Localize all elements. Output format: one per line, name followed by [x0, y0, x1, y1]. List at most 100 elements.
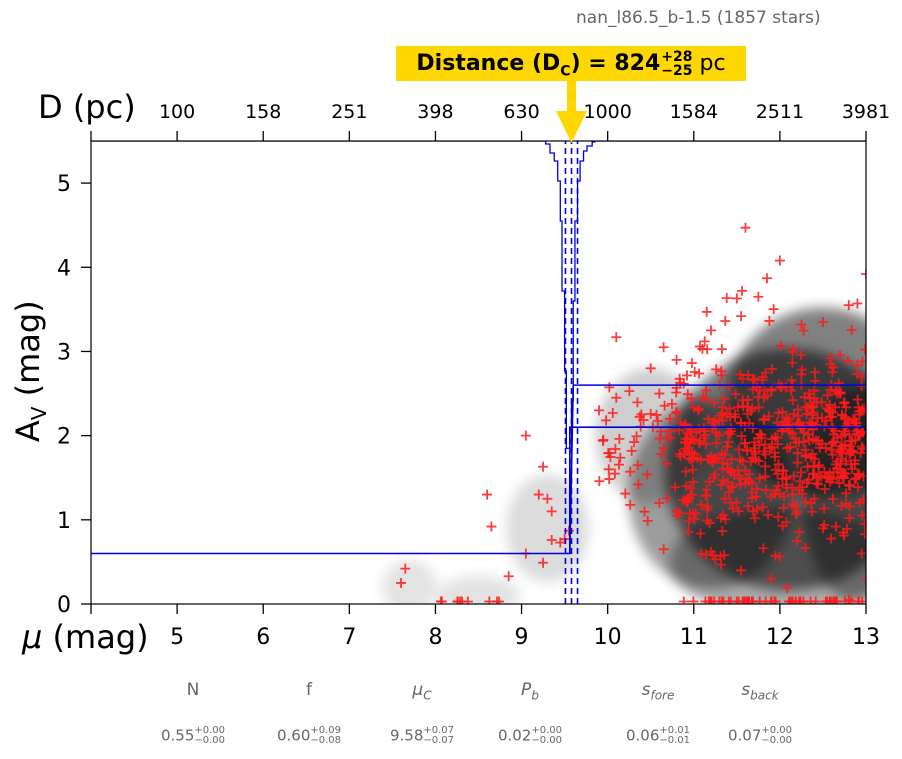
star-marker: [625, 499, 636, 510]
star-marker: [728, 481, 739, 492]
star-marker: [801, 477, 812, 488]
star-marker: [763, 411, 774, 422]
star-marker: [594, 405, 605, 416]
star-marker: [787, 499, 798, 510]
star-marker: [756, 429, 767, 440]
star-marker: [758, 543, 769, 554]
star-marker: [799, 392, 810, 403]
y-tick-label: 5: [57, 172, 71, 197]
star-marker: [679, 437, 690, 448]
star-marker: [396, 577, 406, 588]
top-axis: 100 158 251 398 630 1000 1584 2511 3981: [90, 101, 890, 141]
star-marker: [797, 482, 808, 493]
banner-unit: pc: [692, 51, 726, 76]
star-marker: [700, 490, 711, 501]
star-marker: [760, 471, 771, 482]
star-marker: [857, 427, 866, 438]
param-name: f: [306, 680, 312, 700]
star-marker: [720, 315, 731, 326]
star-marker: [852, 394, 863, 405]
star-marker: [486, 521, 497, 532]
star-marker: [854, 406, 865, 417]
star-marker: [730, 389, 741, 400]
star-marker: [721, 409, 732, 420]
star-marker: [839, 397, 850, 408]
star-marker: [826, 444, 837, 455]
star-marker: [658, 443, 669, 454]
star-marker: [795, 349, 806, 360]
banner-lower-error: −25: [661, 63, 693, 79]
star-marker: [686, 454, 697, 465]
star-marker: [717, 463, 728, 474]
star-marker: [819, 520, 830, 531]
star-marker: [716, 479, 727, 490]
star-marker: [680, 466, 691, 477]
star-marker: [710, 554, 721, 565]
star-marker: [678, 596, 689, 604]
param-name: μC: [412, 680, 432, 703]
star-marker: [767, 364, 778, 375]
star-marker: [726, 482, 737, 493]
star-marker: [610, 443, 621, 454]
star-marker: [828, 362, 839, 373]
star-marker: [753, 402, 764, 413]
distance-arrow: [556, 81, 587, 143]
star-marker: [827, 367, 838, 378]
star-marker: [773, 511, 784, 522]
star-marker: [713, 415, 724, 426]
model-step-lower: [91, 426, 866, 555]
star-marker: [840, 488, 851, 499]
x-tick-label: 5: [170, 625, 184, 650]
star-marker: [688, 596, 699, 604]
star-marker: [747, 375, 758, 386]
top-tick-label: 1000: [583, 101, 631, 123]
star-marker: [748, 506, 759, 517]
x-axis-label-text: (mag): [42, 618, 149, 656]
x-tick-label: 12: [766, 625, 794, 650]
star-marker: [797, 421, 808, 432]
star-marker: [689, 514, 700, 525]
star-marker: [726, 454, 737, 465]
star-marker: [781, 473, 792, 484]
star-marker: [844, 513, 855, 524]
star-marker: [779, 491, 790, 502]
y-tick-label: 2: [57, 425, 71, 450]
star-marker: [796, 319, 807, 330]
star-marker: [594, 476, 605, 487]
star-marker: [856, 548, 866, 559]
star-marker: [787, 357, 798, 368]
param-value: 9.58+0.07 −0.07: [389, 725, 455, 746]
star-marker: [708, 398, 719, 409]
star-marker: [688, 402, 699, 413]
star-marker: [846, 596, 857, 604]
star-marker: [754, 473, 765, 484]
star-marker: [860, 344, 866, 355]
star-marker: [782, 582, 793, 593]
y-tick-label: 1: [57, 509, 71, 534]
star-marker: [615, 452, 626, 463]
star-marker: [683, 516, 694, 527]
star-marker: [800, 497, 811, 508]
star-marker: [795, 476, 806, 487]
star-marker: [832, 456, 843, 467]
star-marker: [830, 521, 841, 532]
star-marker: [688, 477, 699, 488]
x-tick-label: 8: [428, 625, 442, 650]
star-marker: [698, 392, 709, 403]
star-marker: [725, 497, 736, 508]
star-marker: [645, 408, 656, 419]
star-marker: [792, 506, 803, 517]
star-marker: [491, 596, 502, 604]
star-marker: [858, 471, 866, 482]
star-marker: [768, 304, 779, 315]
param-name: sfore: [641, 680, 675, 703]
param-value: 0.55+0.00 −0.00: [160, 725, 226, 746]
star-marker: [642, 469, 653, 480]
star-marker: [837, 471, 848, 482]
star-marker: [758, 414, 769, 425]
star-marker: [802, 461, 813, 472]
star-marker: [737, 285, 748, 296]
star-marker: [656, 426, 667, 437]
star-marker: [731, 293, 742, 304]
star-marker: [719, 449, 730, 460]
